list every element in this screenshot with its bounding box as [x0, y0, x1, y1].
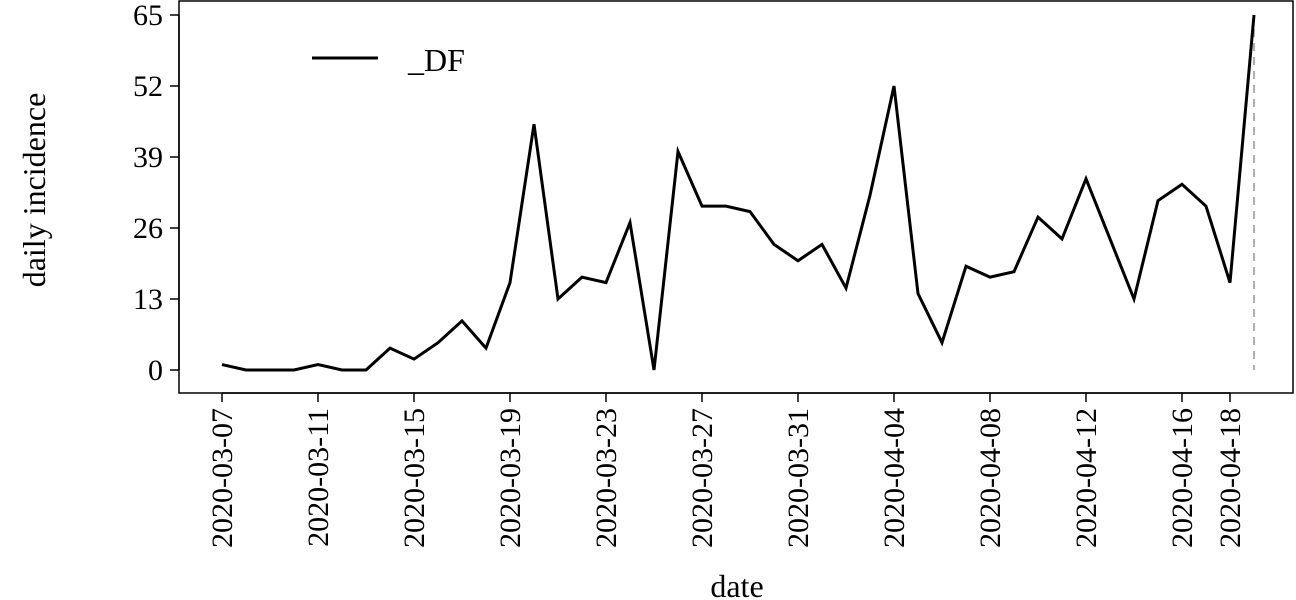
x-axis-title: date: [710, 568, 763, 600]
x-tick-label: 2020-03-15: [398, 408, 431, 548]
x-tick-label: 2020-04-12: [1070, 408, 1103, 548]
plot-frame: [178, 0, 1294, 394]
legend: _DF: [312, 42, 465, 78]
x-tick-label: 2020-03-19: [494, 408, 527, 548]
series-line-df: [221, 14, 1256, 372]
x-tick-label: 2020-04-18: [1214, 408, 1247, 548]
legend-label: _DF: [407, 42, 465, 78]
y-tick-label: 26: [133, 212, 163, 245]
x-tick-label: 2020-04-08: [974, 408, 1007, 548]
y-tick-label: 0: [148, 354, 163, 387]
x-tick-label: 2020-03-07: [206, 408, 239, 548]
x-tick-label: 2020-04-16: [1166, 408, 1199, 548]
y-tick-label: 39: [133, 141, 163, 174]
x-tick-label: 2020-03-23: [590, 408, 623, 548]
y-axis-title: daily incidence: [16, 93, 52, 288]
y-tick-label: 52: [133, 70, 163, 103]
x-tick-label: 2020-03-31: [782, 408, 815, 548]
x-axis: 2020-03-07 2020-03-11 2020-03-15 2020-03-19…: [206, 392, 1247, 548]
x-tick-label: 2020-03-11: [302, 408, 335, 547]
y-tick-label: 13: [133, 283, 163, 316]
y-axis: 0 13 26 39 52 65: [133, 0, 180, 387]
x-tick-label: 2020-04-04: [878, 408, 911, 548]
y-tick-label: 65: [133, 0, 163, 32]
x-tick-label: 2020-03-27: [686, 408, 719, 548]
